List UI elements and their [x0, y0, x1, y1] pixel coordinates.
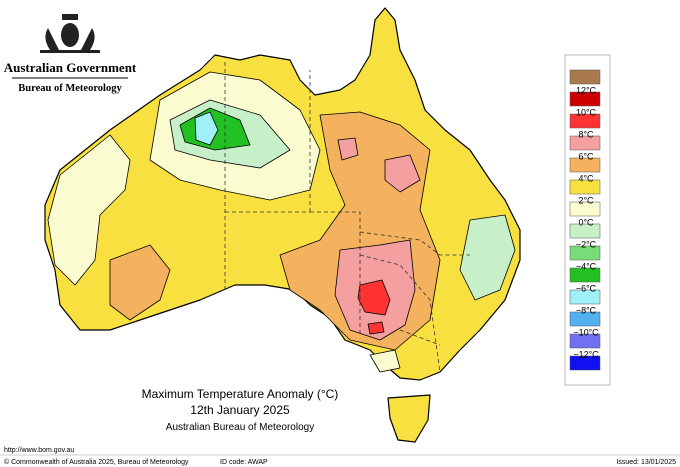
- map-source: Australian Bureau of Meteorology: [166, 422, 314, 433]
- footer-id: ID code: AWAP: [220, 459, 268, 466]
- legend-label: 4°C: [578, 173, 594, 183]
- crest: [40, 14, 100, 53]
- red-zone: [367, 321, 385, 335]
- legend-swatch: [569, 113, 601, 129]
- legend-label: −4°C: [576, 261, 597, 271]
- legend-swatch: [569, 179, 601, 195]
- legend-swatch: [569, 135, 601, 151]
- legend-label: −6°C: [576, 283, 597, 293]
- legend: 12°C 10°C 8°C 6°C 4°C 2°C 0°C −2°C −4°C −6°C −8°C −…: [564, 54, 611, 386]
- cyan-zone: [194, 111, 219, 146]
- legend-swatch: [569, 289, 601, 305]
- legend-swatch: [569, 333, 601, 349]
- map-date: 12th January 2025: [190, 403, 290, 417]
- legend-swatch: [569, 245, 601, 261]
- footer-url[interactable]: http://www.bom.gov.au: [4, 447, 74, 454]
- legend-label: 12°C: [576, 85, 597, 95]
- legend-label: −2°C: [576, 239, 597, 249]
- map: [44, 7, 521, 443]
- orange-zone: [109, 244, 171, 321]
- legend-frame: [564, 54, 611, 386]
- footer-issued: Issued: 13/01/2025: [616, 459, 676, 466]
- agency-name: Bureau of Meteorology: [18, 83, 122, 94]
- legend-items: 12°C 10°C 8°C 6°C 4°C 2°C 0°C −2°C −4°C −6°C −8°C −…: [569, 69, 601, 371]
- pink-zone: [384, 154, 421, 193]
- legend-label: −8°C: [576, 305, 597, 315]
- cream-zone: [47, 134, 131, 286]
- legend-swatch: [569, 267, 601, 283]
- legend-swatch: [569, 69, 601, 85]
- legend-label: 8°C: [578, 129, 594, 139]
- green-zone: [459, 214, 516, 301]
- legend-label: −12°C: [573, 349, 599, 359]
- legend-swatch: [569, 157, 601, 173]
- legend-swatch: [569, 355, 601, 371]
- map-title: Maximum Temperature Anomaly (°C): [142, 387, 339, 401]
- tasmania: [387, 394, 431, 443]
- legend-swatch: [569, 311, 601, 327]
- cream-zone: [369, 349, 401, 373]
- government-name: Australian Government: [4, 60, 137, 75]
- pink-zone: [337, 137, 359, 161]
- legend-label: 6°C: [578, 151, 594, 161]
- legend-label: 10°C: [576, 107, 597, 117]
- red-zone: [357, 279, 391, 316]
- legend-swatch: [569, 201, 601, 217]
- footer-copyright: © Commonwealth of Australia 2025, Bureau…: [4, 458, 189, 466]
- legend-swatch: [569, 91, 601, 107]
- legend-label: 2°C: [578, 195, 594, 205]
- legend-swatch: [569, 223, 601, 239]
- legend-label: 0°C: [578, 217, 594, 227]
- legend-label: −10°C: [573, 327, 599, 337]
- state-border: [224, 62, 470, 373]
